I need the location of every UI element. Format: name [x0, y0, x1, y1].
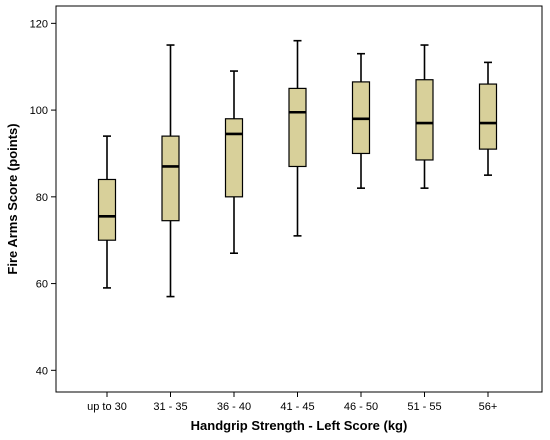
box-2	[161, 44, 180, 298]
y-tick-label: 120	[30, 18, 48, 30]
y-axis-ticks: 40 60 80 100 120	[30, 18, 56, 377]
y-tick-label: 40	[36, 365, 48, 377]
iqr-box	[161, 135, 180, 222]
iqr-box	[97, 178, 117, 241]
box-3	[224, 70, 244, 255]
x-axis-ticks: up to 30 31 - 35 36 - 40 41 - 45 46 - 50 51 -…	[87, 392, 497, 413]
plot-area-frame	[55, 5, 543, 393]
x-tick-label: 46 - 50	[344, 401, 378, 413]
box-4	[288, 39, 307, 237]
iqr-box	[224, 118, 244, 198]
box-1	[97, 135, 117, 289]
box-6	[415, 44, 434, 189]
x-tick-label: 51 - 55	[407, 401, 441, 413]
box-5	[351, 52, 371, 189]
x-tick-label: up to 30	[87, 401, 127, 413]
iqr-box	[288, 87, 307, 168]
y-axis-title: Fire Arms Score (points)	[5, 123, 20, 274]
x-axis-title: Handgrip Strength - Left Score (kg)	[191, 418, 408, 433]
box-series	[97, 39, 498, 298]
iqr-box	[415, 79, 434, 161]
x-tick-label: 56+	[479, 401, 498, 413]
x-tick-label: 41 - 45	[280, 401, 314, 413]
y-tick-label: 80	[36, 192, 48, 204]
x-tick-label: 36 - 40	[217, 401, 251, 413]
y-tick-label: 60	[36, 279, 48, 291]
box-7	[478, 61, 498, 176]
x-tick-label: 31 - 35	[153, 401, 187, 413]
iqr-box	[478, 83, 498, 150]
y-tick-label: 100	[30, 105, 48, 117]
